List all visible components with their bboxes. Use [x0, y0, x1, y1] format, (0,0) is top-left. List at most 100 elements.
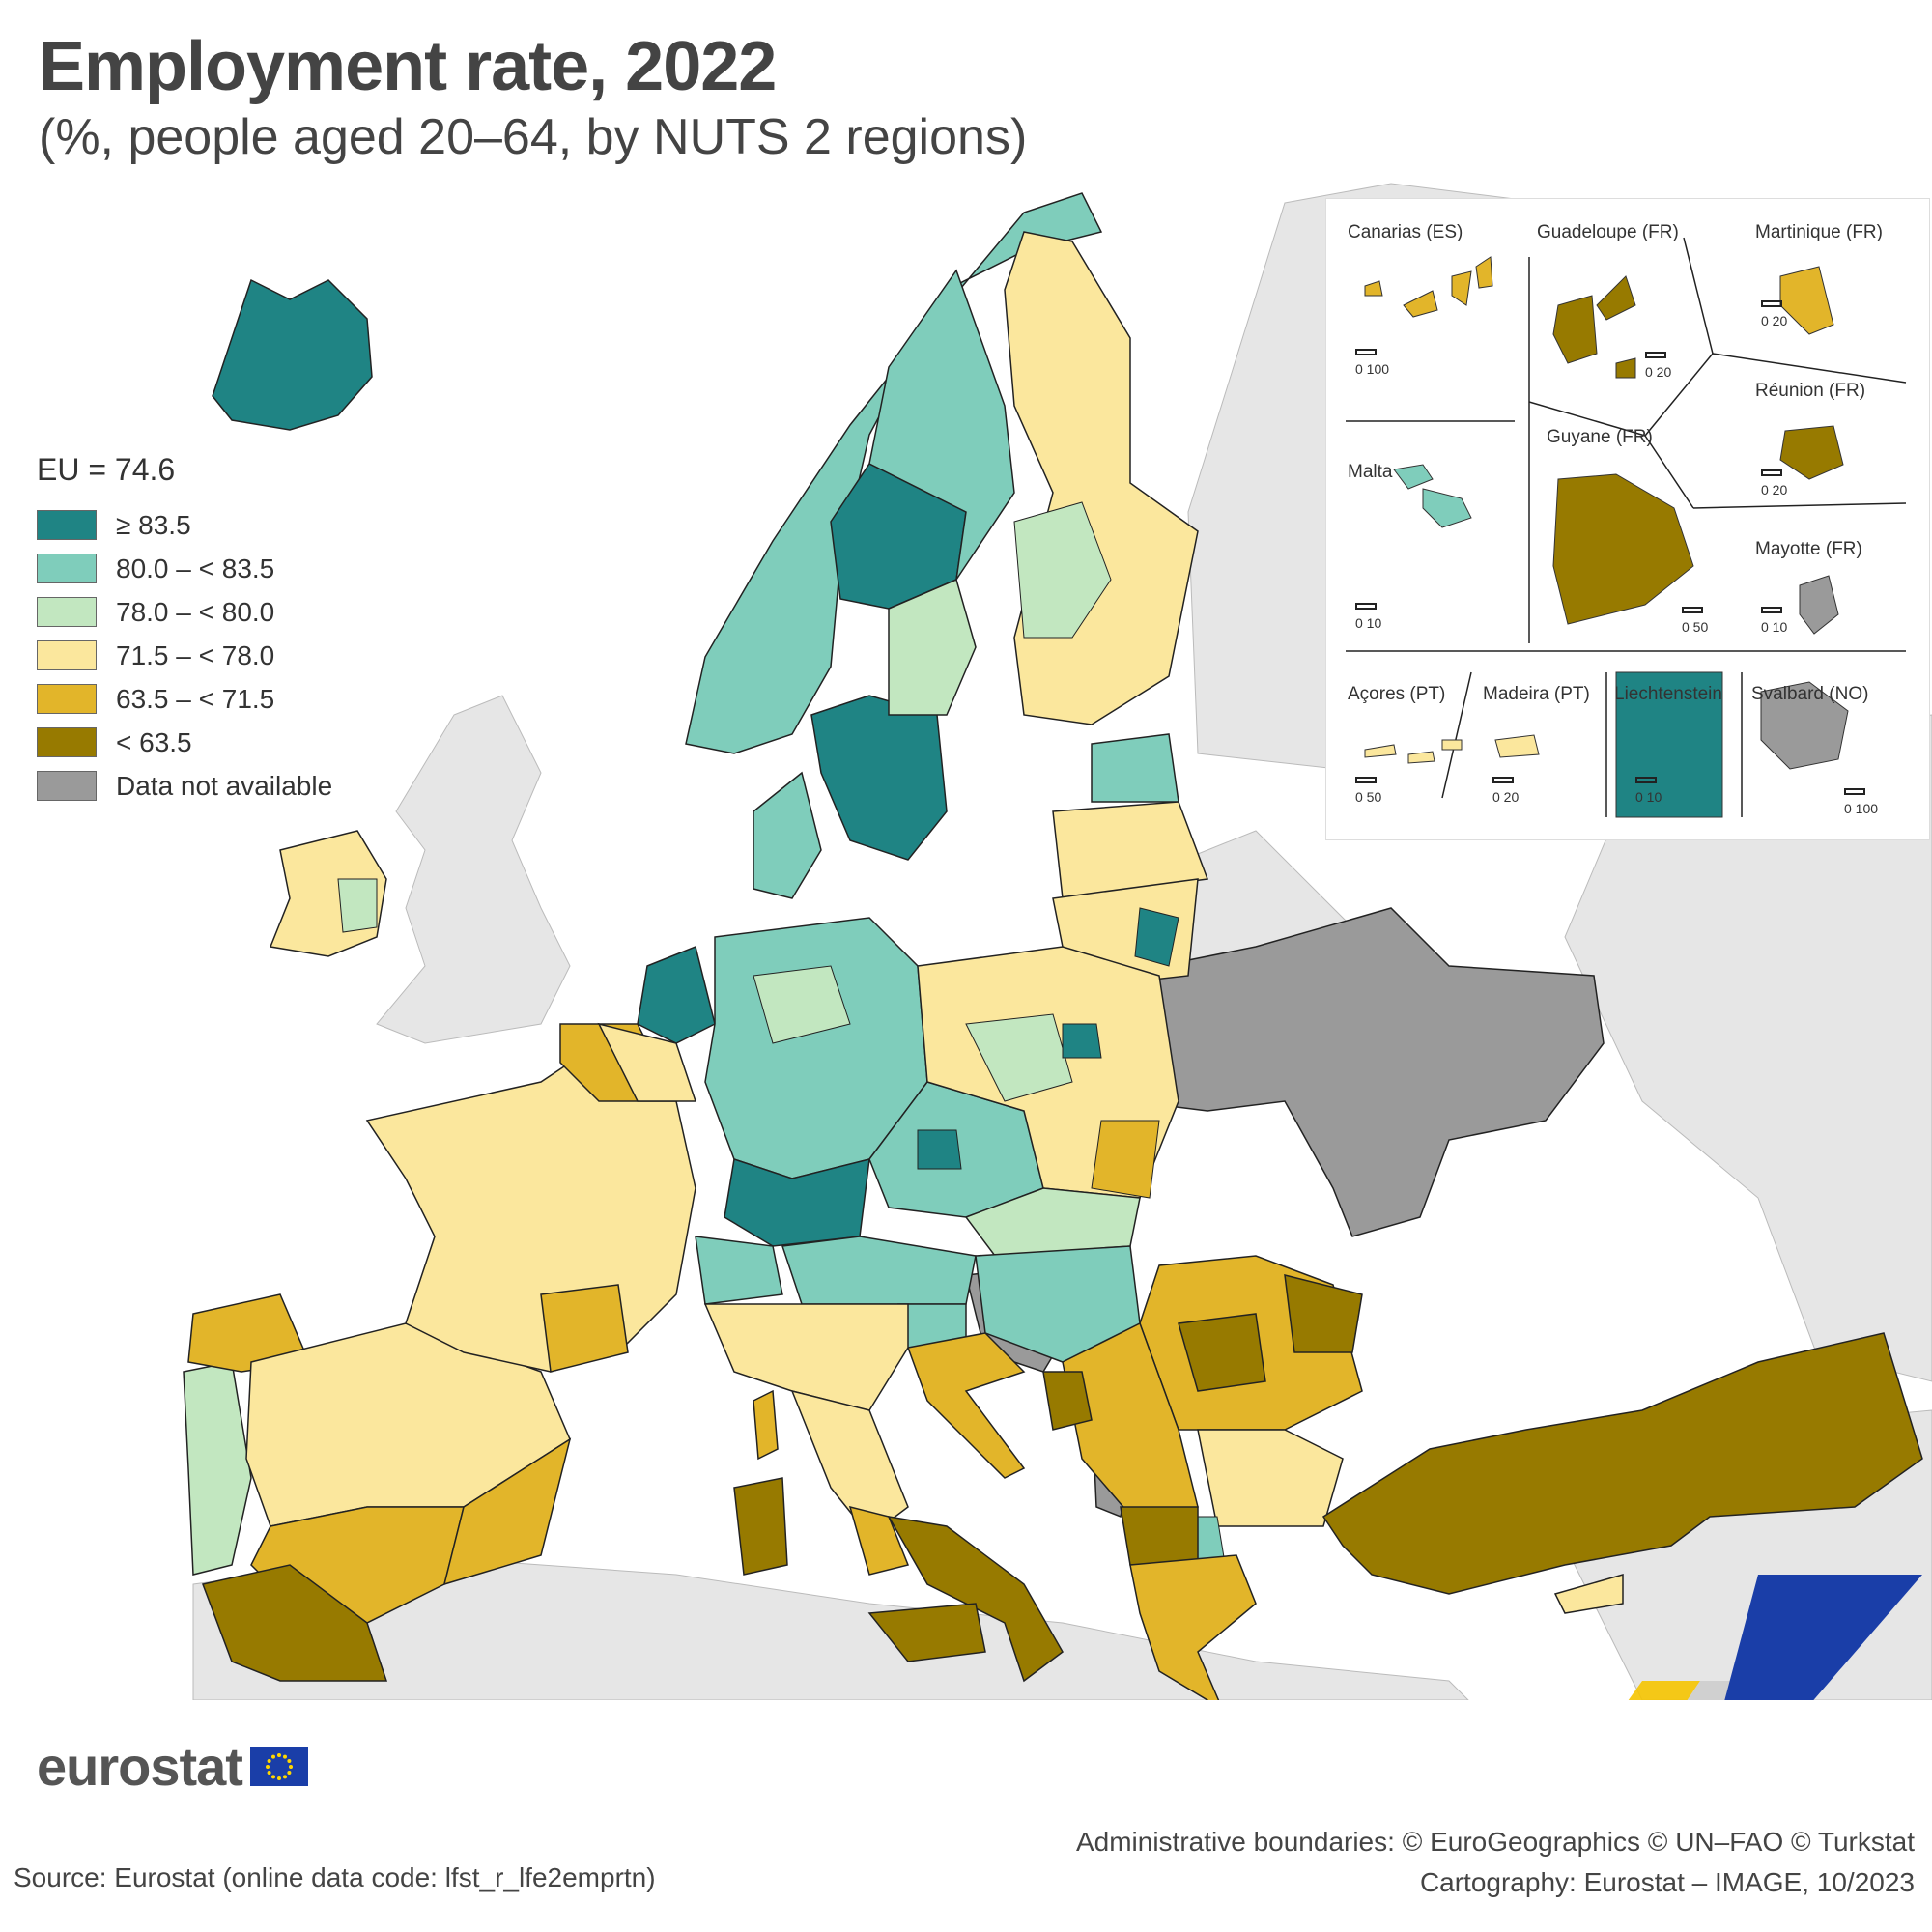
legend-label: < 63.5 [116, 726, 192, 757]
legend-item: Data not available [37, 764, 332, 808]
data-source: Source: Eurostat (online data code: lfst… [14, 1862, 656, 1892]
region-austria [781, 1236, 977, 1305]
eu-flag-icon [249, 1747, 308, 1786]
scale-text: 0 10 [1635, 789, 1662, 805]
legend-item: 71.5 – < 78.0 [37, 634, 332, 677]
scale-bar-icon [1635, 777, 1657, 783]
inset-scale-madeira: 0 20 [1492, 777, 1519, 805]
inset-label-guyane: Guyane (FR) [1547, 427, 1653, 447]
region-sweden-south [810, 695, 948, 861]
inset-mayotte-shape [1799, 575, 1839, 635]
region-sweden-middle [868, 269, 1015, 581]
inset-label-guadeloupe: Guadeloupe (FR) [1537, 222, 1679, 242]
scale-bar-icon [1355, 777, 1377, 783]
credits: Administrative boundaries: © EuroGeograp… [1076, 1822, 1915, 1903]
legend-title: EU = 74.6 [37, 452, 176, 487]
inset-panel: Canarias (ES) 0 100 Guadeloupe (FR) 0 20… [1325, 198, 1930, 840]
region-germany-north [753, 965, 851, 1044]
region-iceland [212, 278, 373, 431]
cartography-credit: Cartography: Eurostat – IMAGE, 10/2023 [1419, 1867, 1915, 1897]
scale-bar-icon [1492, 777, 1514, 783]
legend-item: 78.0 – < 80.0 [37, 590, 332, 634]
scale-bar-icon [1761, 469, 1782, 476]
region-sardinia [733, 1477, 788, 1576]
legend-swatch [37, 510, 97, 540]
region-sicily [867, 1603, 986, 1662]
legend-swatch [37, 771, 97, 801]
region-france-south [540, 1284, 629, 1373]
region-finland [1004, 231, 1199, 725]
region-finland-west [1013, 501, 1112, 639]
region-north-macedonia [1120, 1506, 1199, 1566]
legend-label: 80.0 – < 83.5 [116, 553, 275, 583]
inset-malta-shape [1393, 464, 1472, 528]
inset-scale-canarias: 0 100 [1355, 349, 1389, 377]
legend-swatch [37, 597, 97, 627]
region-estonia [1091, 733, 1179, 803]
region-latvia [1052, 801, 1209, 899]
legend-item: ≥ 83.5 [37, 503, 332, 547]
region-poland-center [965, 1013, 1073, 1102]
scale-bar-icon [1682, 607, 1703, 613]
inset-guyane-shape [1552, 473, 1694, 625]
region-romania-east [1284, 1274, 1363, 1353]
legend-label: 63.5 – < 71.5 [116, 683, 275, 714]
map-subtitle: (%, people aged 20–64, by NUTS 2 regions… [39, 109, 1028, 165]
inset-scale-liechtenstein: 0 10 [1635, 777, 1662, 805]
inset-label-malta: Malta [1348, 462, 1393, 482]
legend-label: ≥ 83.5 [116, 509, 191, 540]
legend-item: < 63.5 [37, 721, 332, 764]
region-denmark [753, 771, 822, 899]
boundaries-credit: Administrative boundaries: © EuroGeograp… [1075, 1827, 1915, 1857]
region-lithuania-vilnius [1134, 907, 1179, 967]
scale-text: 0 100 [1844, 801, 1879, 816]
inset-scale-acores: 0 50 [1355, 777, 1381, 805]
inset-label-liechtenstein: Liechtenstein [1614, 684, 1722, 704]
scale-bar-icon [1355, 603, 1377, 610]
inset-label-mayotte: Mayotte (FR) [1755, 539, 1862, 559]
region-poland-warsaw [1062, 1023, 1102, 1059]
stripe-yellow [1628, 1681, 1700, 1700]
inset-martinique-shape [1779, 266, 1834, 335]
inset-scale-mayotte: 0 10 [1761, 607, 1787, 635]
scale-text: 0 20 [1761, 482, 1788, 497]
inset-label-martinique: Martinique (FR) [1755, 222, 1883, 242]
inset-svalbard-shape [1760, 681, 1849, 770]
inset-dividers [1346, 237, 1907, 818]
legend-swatch [37, 727, 97, 757]
legend-item: 80.0 – < 83.5 [37, 547, 332, 590]
inset-label-madeira: Madeira (PT) [1483, 684, 1590, 704]
scale-text: 0 10 [1761, 619, 1788, 635]
region-montenegro [1042, 1371, 1093, 1431]
stripe-blue [1724, 1575, 1922, 1700]
region-corsica [753, 1389, 779, 1461]
map-title: Employment rate, 2022 [39, 28, 777, 105]
inset-scale-martinique: 0 20 [1761, 300, 1787, 328]
scale-bar-icon [1844, 788, 1865, 795]
inset-scale-reunion: 0 20 [1761, 469, 1787, 497]
logo-text: eurostat [37, 1736, 243, 1797]
region-italy-center-south [848, 1505, 910, 1576]
region-poland-east [1091, 1120, 1160, 1199]
legend-item: 63.5 – < 71.5 [37, 677, 332, 721]
region-great-britain [376, 695, 571, 1044]
region-bulgaria [1197, 1429, 1344, 1527]
map-legend: EU = 74.6 ≥ 83.5 80.0 – < 83.5 78.0 – < … [37, 452, 332, 808]
inset-label-svalbard: Svalbard (NO) [1751, 684, 1869, 704]
inset-scale-svalbard: 0 100 [1844, 788, 1878, 816]
europe-map [183, 183, 1932, 1700]
legend-swatch [37, 640, 97, 670]
inset-scale-guadeloupe: 0 20 [1645, 352, 1671, 380]
inset-canarias-shape [1364, 256, 1493, 318]
scale-bar-icon [1355, 349, 1377, 355]
inset-scale-malta: 0 10 [1355, 603, 1381, 631]
legend-swatch [37, 684, 97, 714]
scale-text: 0 20 [1645, 364, 1672, 380]
inset-scale-guyane: 0 50 [1682, 607, 1708, 635]
legend-swatch [37, 554, 97, 583]
scale-text: 0 50 [1355, 789, 1382, 805]
legend-label: 71.5 – < 78.0 [116, 639, 275, 670]
region-ukraine [1129, 907, 1605, 1237]
region-turkiye [1321, 1332, 1923, 1595]
region-spain-valencia [442, 1437, 572, 1586]
